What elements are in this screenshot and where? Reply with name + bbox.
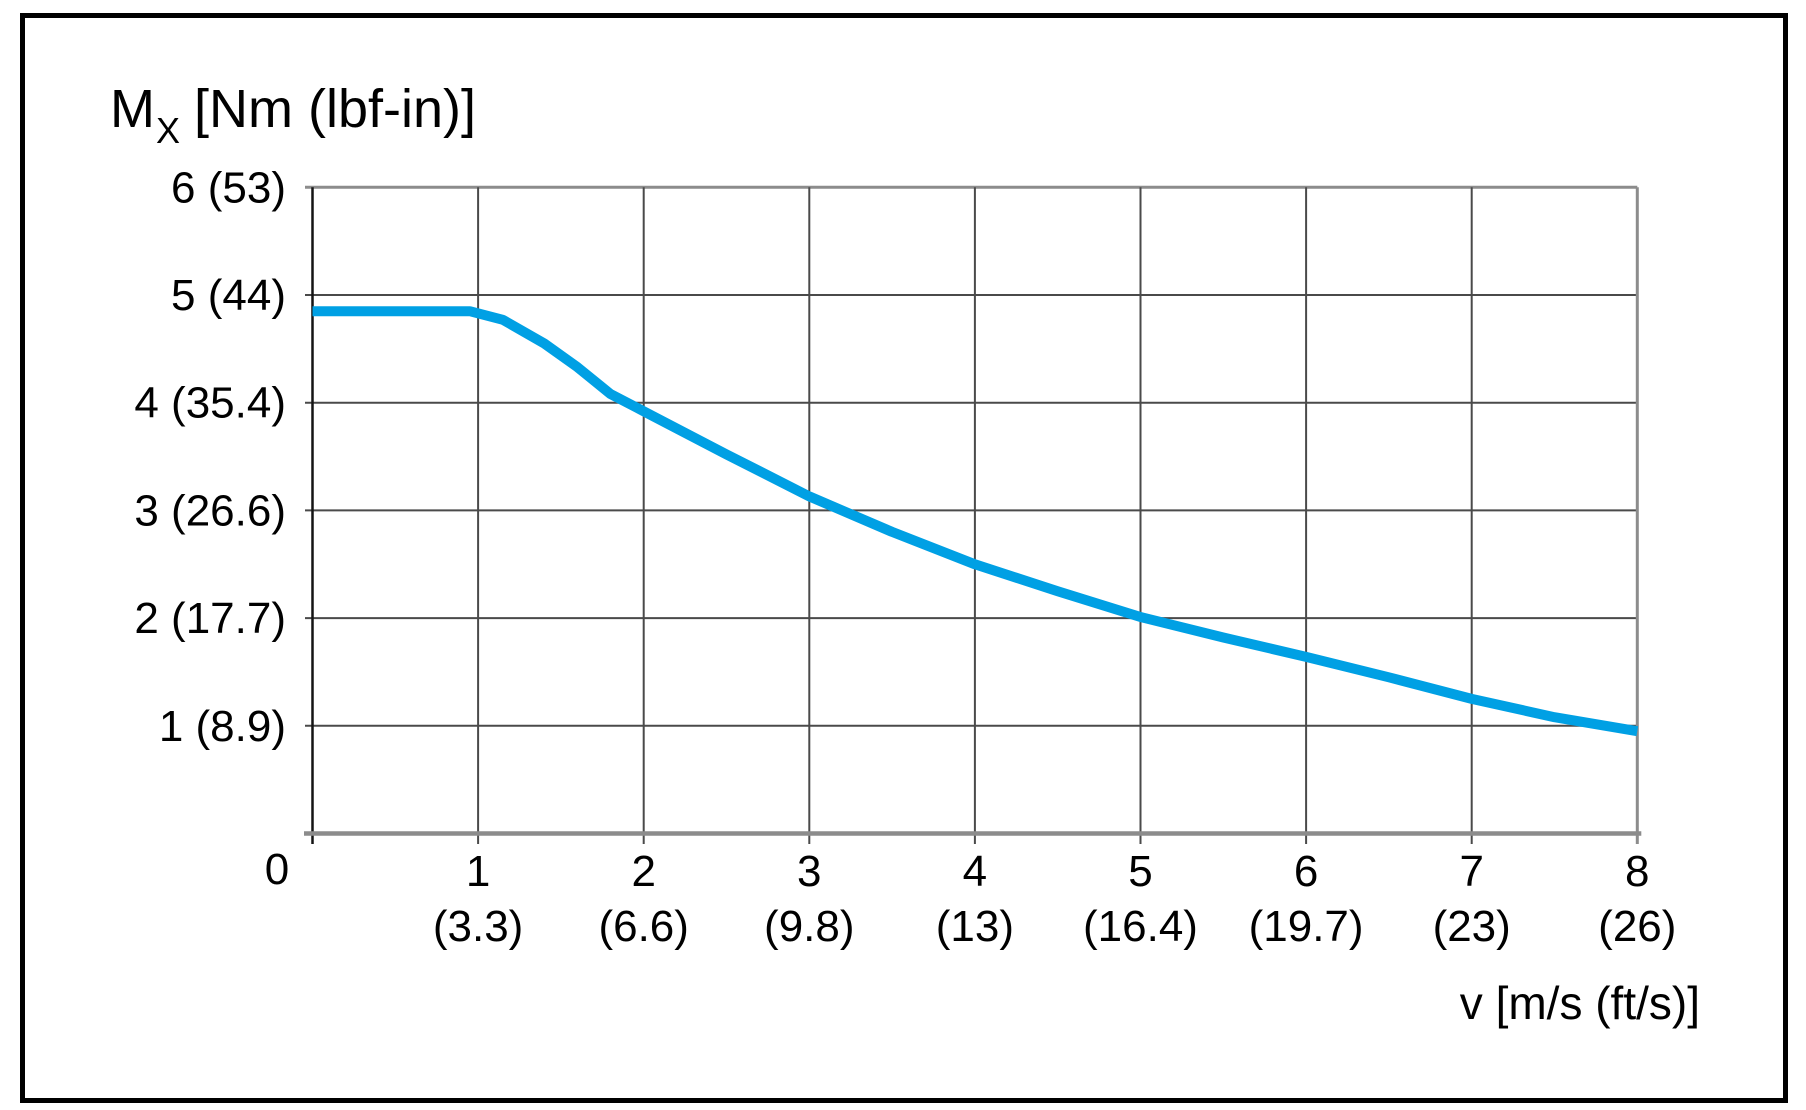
x-tick-sublabel: (6.6) bbox=[598, 902, 688, 951]
x-tick-sublabel: (23) bbox=[1433, 902, 1511, 951]
x-tick-sublabel: (26) bbox=[1598, 902, 1676, 951]
origin-label: 0 bbox=[265, 845, 289, 894]
y-axis-title-units: [Nm (lbf-in)] bbox=[179, 79, 476, 139]
chart-frame-border bbox=[20, 13, 1788, 1103]
x-tick-sublabel: (13) bbox=[936, 902, 1014, 951]
x-axis-title: v [m/s (ft/s)] bbox=[1459, 977, 1700, 1029]
x-tick-label: 8 bbox=[1625, 847, 1649, 896]
x-tick-sublabel: (19.7) bbox=[1249, 902, 1364, 951]
x-tick-sublabel: (16.4) bbox=[1083, 902, 1198, 951]
x-tick-label: 2 bbox=[631, 847, 655, 896]
y-tick-label: 6 (53) bbox=[171, 163, 286, 212]
x-tick-label: 4 bbox=[963, 847, 987, 896]
y-tick-label: 4 (35.4) bbox=[134, 379, 286, 428]
x-tick-sublabel: (3.3) bbox=[433, 902, 523, 951]
y-tick-label: 5 (44) bbox=[171, 271, 286, 320]
y-tick-label: 2 (17.7) bbox=[134, 594, 286, 643]
y-axis-title-symbol: M bbox=[110, 79, 155, 139]
x-tick-sublabel: (9.8) bbox=[764, 902, 854, 951]
y-axis-title: MX [Nm (lbf-in)] bbox=[110, 79, 476, 148]
x-tick-label: 7 bbox=[1459, 847, 1483, 896]
x-tick-label: 6 bbox=[1294, 847, 1318, 896]
y-tick-label: 3 (26.6) bbox=[134, 486, 286, 535]
y-tick-label: 1 (8.9) bbox=[159, 702, 286, 751]
x-tick-label: 3 bbox=[797, 847, 821, 896]
x-tick-label: 5 bbox=[1128, 847, 1152, 896]
x-tick-label: 1 bbox=[466, 847, 490, 896]
torque-curve bbox=[312, 306, 1639, 737]
y-axis-title-subscript: X bbox=[155, 109, 180, 151]
